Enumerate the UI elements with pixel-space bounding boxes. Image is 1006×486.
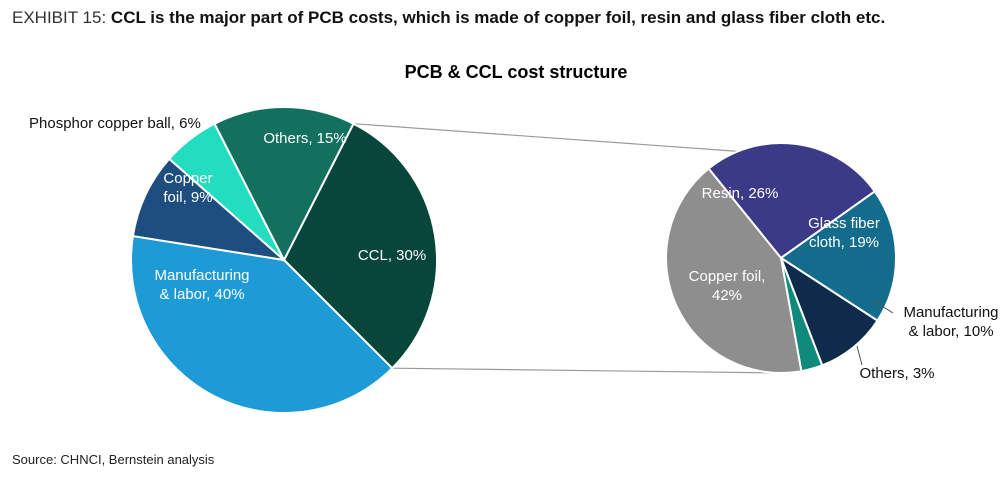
pcb-pie [130, 106, 438, 415]
pcb-slice-label-1: Manufacturing & labor, 40% [154, 267, 249, 303]
pcb-slice-label-2: Copper foil, 9% [163, 170, 212, 206]
ccl-slice-label-1: Glass fiber cloth, 19% [808, 215, 880, 251]
ccl-slice-2 [778, 255, 879, 367]
ccl-slice-label-0: Resin, 26% [702, 185, 779, 202]
leader-line-manufacturing [871, 299, 894, 314]
exhibit-header: EXHIBIT 15: CCL is the major part of PCB… [12, 8, 997, 28]
ccl-slice-4 [665, 167, 803, 374]
pcb-slice-label-4: Others, 15% [263, 130, 346, 147]
ccl-slice-1 [779, 189, 897, 323]
ccl-pie [665, 142, 897, 374]
exhibit-title: CCL is the major part of PCB costs, whic… [110, 8, 886, 27]
exhibit-number: EXHIBIT 15: [12, 8, 107, 27]
ccl-slice-label-3: Others, 3% [859, 365, 934, 382]
pcb-slice-0 [282, 122, 438, 370]
chart-title: PCB & CCL cost structure [405, 62, 628, 82]
pcb-slice-label-3: Phosphor copper ball, 6% [29, 115, 201, 132]
connector-line-top [353, 123, 738, 152]
pcb-slice-2 [131, 157, 288, 262]
source-note: Source: CHNCI, Bernstein analysis [12, 452, 215, 467]
leader-line-others [856, 345, 863, 366]
ccl-slice-0 [707, 142, 877, 260]
ccl-slice-label-2: Manufacturing & labor, 10% [903, 304, 998, 340]
pcb-slice-1 [130, 234, 394, 415]
pcb-slice-label-0: CCL, 30% [358, 247, 426, 264]
ccl-slice-label-4: Copper foil, 42% [689, 268, 766, 304]
connector-line-bottom [392, 367, 777, 374]
pcb-slice-4 [213, 106, 355, 263]
